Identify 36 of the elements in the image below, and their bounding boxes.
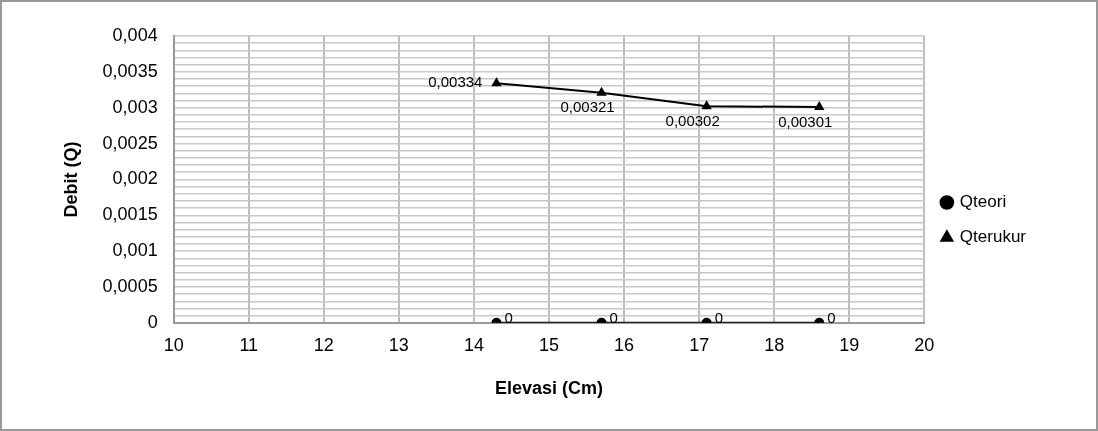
x-tick-label: 11 — [239, 334, 259, 355]
y-tick-label: 0 — [147, 311, 158, 332]
y-tick-label: 0,0035 — [102, 60, 158, 81]
x-tick-label: 10 — [163, 334, 184, 355]
x-axis-title: Elevasi (Cm) — [494, 378, 604, 399]
y-tick-label: 0,0015 — [102, 204, 158, 225]
x-tick-label: 18 — [764, 334, 785, 355]
y-tick-label: 0,001 — [112, 240, 158, 261]
y-tick-label: 0,003 — [112, 96, 158, 117]
data-label: 0 — [827, 309, 836, 327]
data-label: 0,00334 — [428, 73, 483, 91]
legend-label: Qteori — [959, 192, 1007, 212]
x-tick-label: 14 — [463, 334, 484, 355]
point — [492, 78, 501, 87]
data-label: 0 — [609, 309, 618, 327]
data-label: 0,00301 — [778, 112, 833, 130]
y-axis-title: Debit (Q) — [60, 141, 81, 218]
x-tick-label: 19 — [839, 334, 860, 355]
point — [702, 101, 712, 110]
data-label: 0 — [714, 309, 723, 327]
data-label: 0 — [504, 309, 513, 327]
x-tick-label: 17 — [689, 334, 710, 355]
x-tick-label: 13 — [388, 334, 409, 355]
legend-label: Qterukur — [959, 227, 1027, 247]
point — [597, 87, 607, 96]
y-tick-label: 0,0025 — [102, 132, 158, 153]
data-label: 0,00321 — [560, 98, 615, 116]
y-tick-label: 0,004 — [112, 24, 158, 45]
x-tick-label: 16 — [614, 334, 635, 355]
x-tick-label: 15 — [539, 334, 560, 355]
y-tick-label: 0,0005 — [102, 275, 158, 296]
x-tick-label: 20 — [914, 334, 935, 355]
data-label: 0,00302 — [665, 111, 720, 129]
point — [814, 101, 824, 110]
y-tick-label: 0,002 — [112, 168, 158, 189]
x-tick-label: 12 — [313, 334, 334, 355]
